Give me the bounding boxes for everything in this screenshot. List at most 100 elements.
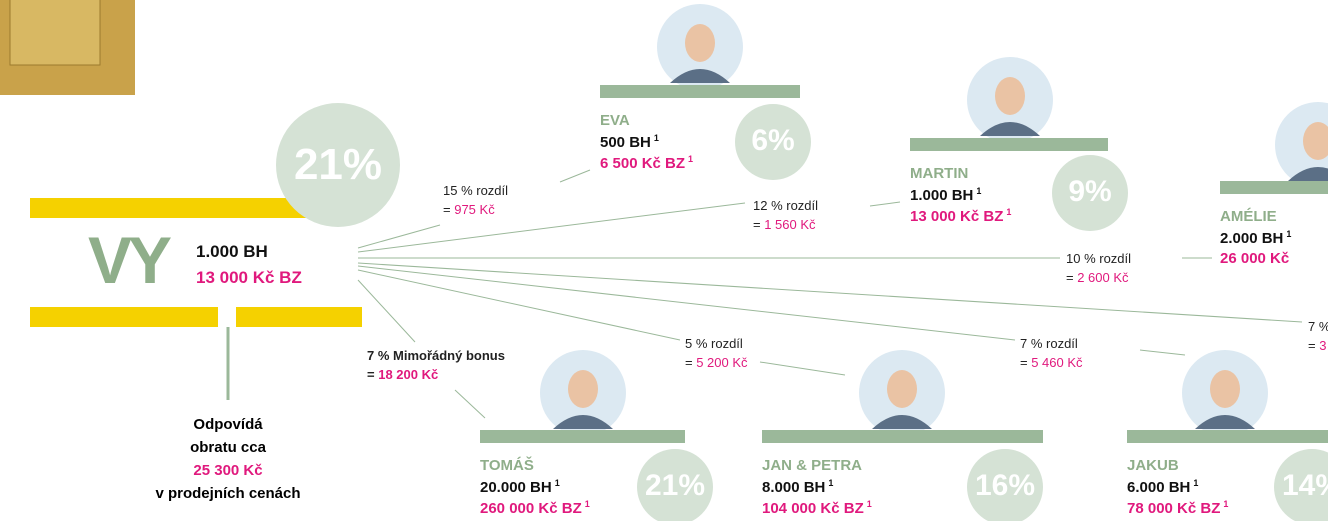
footnote-mark: 1: [1223, 499, 1229, 509]
note-line: v prodejních cenách: [155, 485, 301, 502]
name-bar: [1220, 181, 1328, 194]
you-note: Odpovídá obratu cca 25 300 Kč v prodejní…: [128, 413, 328, 505]
person-name: AMÉLIE: [1220, 208, 1277, 225]
name-bar: [910, 138, 1108, 151]
shoulders: [553, 415, 613, 429]
person-percent: 14%: [1281, 469, 1328, 502]
note-line: obratu cca: [190, 439, 266, 456]
person-name: TOMÁŠ: [480, 457, 534, 474]
link-label: 5 % rozdíl: [685, 336, 743, 351]
link-amount: = 3: [1308, 338, 1326, 353]
amount: 5 460 Kč: [1031, 355, 1083, 370]
person-name: JAN & PETRA: [762, 457, 863, 474]
link-amount: = 1 560 Kč: [753, 217, 816, 232]
link-amount: = 18 200 Kč: [367, 367, 438, 382]
amount: 18 200 Kč: [378, 367, 439, 382]
name-bar: [1127, 430, 1328, 443]
person-bh: 500 BH 1: [600, 133, 659, 151]
person-percent: 6%: [751, 124, 795, 157]
person-name: JAKUB: [1127, 457, 1179, 474]
face: [995, 77, 1025, 115]
person-percent: 16%: [974, 469, 1036, 502]
percent-circle: [1052, 155, 1128, 231]
shoulders: [980, 122, 1040, 136]
amount: 2 600 Kč: [1077, 270, 1129, 285]
you-bh: 1.000 BH: [196, 242, 268, 261]
percent-circle: [276, 103, 400, 227]
person-name: MARTIN: [910, 165, 969, 182]
links: [357, 169, 1303, 419]
amount: 975 Kč: [454, 202, 495, 217]
footnote-mark: 1: [1193, 478, 1199, 488]
link-label: 7 %: [1308, 319, 1328, 334]
yellow-bar: [30, 307, 218, 327]
percent-circle: [735, 104, 811, 180]
person-bh: 20.000 BH 1: [480, 478, 560, 496]
yellow-bar: [30, 198, 310, 218]
footnote-mark: 1: [653, 133, 659, 143]
footnote-mark: 1: [976, 186, 982, 196]
footnote-mark: 1: [828, 478, 834, 488]
percent-circle: [637, 449, 713, 521]
person-bz: 260 000 Kč BZ 1: [480, 499, 590, 517]
eq: =: [1066, 270, 1074, 285]
yellow-bar: [236, 307, 362, 327]
eq: =: [685, 355, 693, 370]
eq: =: [753, 217, 761, 232]
person-bh: 6.000 BH 1: [1127, 478, 1199, 496]
logo-inner: [9, 0, 101, 66]
link-amount: = 2 600 Kč: [1066, 270, 1129, 285]
link-label: 10 % rozdíl: [1066, 251, 1132, 266]
eq: =: [1308, 338, 1316, 353]
link-amount: = 5 200 Kč: [685, 355, 748, 370]
person-bh: 8.000 BH 1: [762, 478, 834, 496]
shoulders: [1288, 167, 1328, 181]
person-percent: 9%: [1068, 175, 1112, 208]
person-bz: 6 500 Kč BZ 1: [600, 154, 694, 172]
link-label: 15 % rozdíl: [443, 183, 509, 198]
shoulders: [872, 415, 932, 429]
name-bar: [480, 430, 685, 443]
face: [1303, 122, 1328, 160]
amount: 1 560 Kč: [764, 217, 816, 232]
shoulders: [1195, 415, 1255, 429]
person-name: EVA: [600, 112, 630, 129]
person-bz: 104 000 Kč BZ 1: [762, 499, 872, 517]
footnote-mark: 1: [866, 499, 872, 509]
eq: =: [367, 367, 375, 382]
face: [1210, 370, 1240, 408]
eq: =: [443, 202, 451, 217]
link-label: 7 % Mimořádný bonus: [367, 348, 505, 363]
people-graphics: [480, 4, 1328, 521]
footnote-mark: 1: [1286, 229, 1292, 239]
face: [568, 370, 598, 408]
amount: 5 200 Kč: [696, 355, 748, 370]
person-bz: 78 000 Kč BZ 1: [1127, 499, 1229, 517]
name-bar: [762, 430, 1043, 443]
link-label: 7 % rozdíl: [1020, 336, 1078, 351]
percent-circle: [1274, 449, 1328, 521]
shoulders: [670, 69, 730, 83]
name-bar: [600, 85, 800, 98]
person-bh: 2.000 BH 1: [1220, 229, 1292, 247]
face: [685, 24, 715, 62]
eq: =: [1020, 355, 1028, 370]
link-amount: = 975 Kč: [443, 202, 495, 217]
face: [887, 370, 917, 408]
percent-circle: [967, 449, 1043, 521]
you-label: VY: [88, 223, 172, 297]
you-bz: 13 000 Kč BZ: [196, 268, 302, 287]
person-bh: 1.000 BH 1: [910, 186, 982, 204]
footnote-mark: 1: [1006, 207, 1012, 217]
note-line: Odpovídá: [193, 416, 263, 433]
person-bz: 13 000 Kč BZ 1: [910, 207, 1012, 225]
note-line: 25 300 Kč: [193, 462, 263, 479]
footnote-mark: 1: [554, 478, 560, 488]
footnote-mark: 1: [584, 499, 590, 509]
amount: 3: [1319, 338, 1327, 353]
link-amount: = 5 460 Kč: [1020, 355, 1083, 370]
you-percent: 21%: [293, 140, 383, 189]
person-percent: 21%: [644, 469, 706, 502]
